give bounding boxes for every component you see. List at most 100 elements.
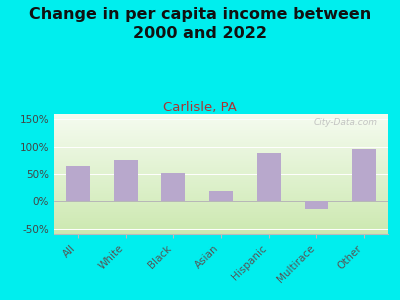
Bar	[54, 216, 388, 217]
Bar	[54, 127, 388, 128]
Bar	[54, 219, 388, 220]
Bar	[54, 140, 388, 141]
Bar	[54, 232, 388, 233]
Bar	[54, 117, 388, 118]
Bar	[54, 119, 388, 120]
Bar	[54, 128, 388, 129]
Bar	[54, 222, 388, 223]
Bar	[304, 201, 328, 209]
Bar	[54, 159, 388, 160]
Bar	[54, 136, 388, 137]
Bar	[54, 192, 388, 193]
Bar	[54, 230, 388, 231]
Bar	[54, 217, 388, 218]
Bar	[54, 162, 388, 163]
Bar	[54, 139, 388, 140]
Bar	[209, 191, 233, 201]
Bar	[54, 120, 388, 121]
Bar	[54, 205, 388, 206]
Bar	[54, 151, 388, 152]
Bar	[54, 226, 388, 227]
Bar	[54, 126, 388, 127]
Bar	[54, 115, 388, 116]
Text: Carlisle, PA: Carlisle, PA	[163, 100, 237, 113]
Bar	[54, 193, 388, 194]
Bar	[54, 213, 388, 214]
Bar	[54, 147, 388, 148]
Bar	[54, 210, 388, 211]
Bar	[54, 174, 388, 175]
Bar	[54, 229, 388, 230]
Bar	[54, 161, 388, 162]
Bar	[54, 206, 388, 207]
Bar	[54, 170, 388, 171]
Bar	[54, 184, 388, 185]
Bar	[54, 200, 388, 201]
Bar	[54, 190, 388, 191]
Bar	[54, 135, 388, 136]
Bar	[54, 228, 388, 229]
Bar	[54, 197, 388, 198]
Bar	[54, 152, 388, 153]
Bar	[54, 182, 388, 183]
Bar	[54, 175, 388, 176]
Bar	[54, 144, 388, 145]
Bar	[54, 149, 388, 150]
Bar	[54, 133, 388, 134]
Bar	[54, 203, 388, 204]
Bar	[54, 181, 388, 182]
Bar	[54, 211, 388, 212]
Bar	[54, 173, 388, 174]
Text: Change in per capita income between
2000 and 2022: Change in per capita income between 2000…	[29, 8, 371, 41]
Bar	[54, 132, 388, 133]
Bar	[54, 198, 388, 199]
Bar	[54, 160, 388, 161]
Bar	[54, 204, 388, 205]
Bar	[54, 189, 388, 190]
Bar	[66, 166, 90, 201]
Bar	[54, 180, 388, 181]
Bar	[54, 137, 388, 138]
Bar	[54, 164, 388, 165]
Bar	[54, 158, 388, 159]
Bar	[54, 207, 388, 208]
Text: City-Data.com: City-Data.com	[314, 118, 378, 127]
Bar	[114, 160, 138, 201]
Bar	[54, 188, 388, 189]
Bar	[54, 131, 388, 132]
Bar	[54, 201, 388, 202]
Bar	[54, 195, 388, 196]
Bar	[54, 227, 388, 228]
Bar	[54, 212, 388, 213]
Bar	[54, 114, 388, 115]
Bar	[54, 185, 388, 186]
Bar	[54, 172, 388, 173]
Bar	[54, 196, 388, 197]
Bar	[54, 138, 388, 139]
Bar	[54, 168, 388, 169]
Bar	[54, 183, 388, 184]
Bar	[54, 118, 388, 119]
Bar	[54, 179, 388, 180]
Bar	[54, 165, 388, 166]
Bar	[54, 155, 388, 156]
Bar	[54, 202, 388, 203]
Bar	[54, 231, 388, 232]
Bar	[54, 141, 388, 142]
Bar	[54, 167, 388, 168]
Bar	[54, 150, 388, 151]
Bar	[54, 215, 388, 216]
Bar	[54, 199, 388, 200]
Bar	[54, 220, 388, 221]
Bar	[54, 143, 388, 144]
Bar	[54, 121, 388, 122]
Bar	[54, 171, 388, 172]
Bar	[54, 154, 388, 155]
Bar	[54, 156, 388, 157]
Bar	[54, 130, 388, 131]
Bar	[161, 173, 185, 201]
Bar	[54, 225, 388, 226]
Bar	[54, 224, 388, 225]
Bar	[54, 125, 388, 126]
Bar	[54, 163, 388, 164]
